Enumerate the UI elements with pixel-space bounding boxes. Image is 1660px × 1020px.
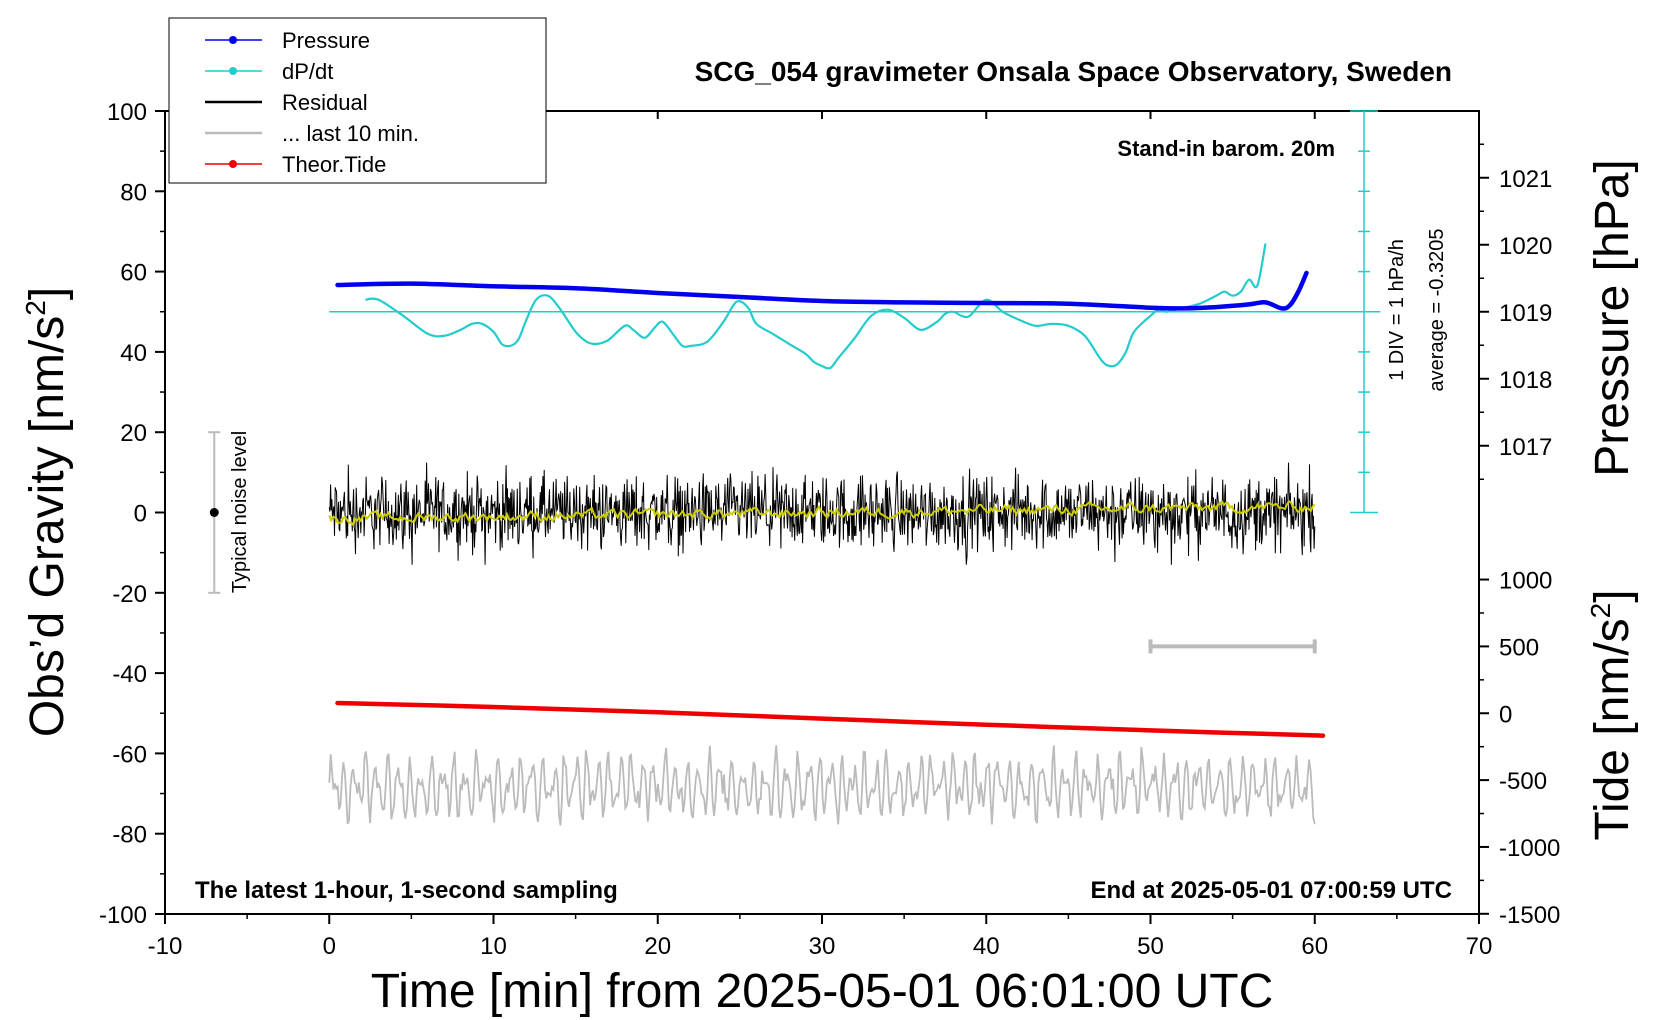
theor-tide-series	[335, 700, 1326, 738]
y-tick-label: 80	[120, 179, 147, 206]
legend-label: dP/dt	[282, 59, 333, 84]
legend-marker	[229, 160, 237, 168]
tide-tick-label: -500	[1499, 768, 1547, 795]
y-tick-label: 0	[134, 501, 147, 528]
legend-marker	[229, 36, 237, 44]
x-tick-label: 10	[480, 933, 507, 960]
tide-tick-label: -1000	[1499, 835, 1560, 862]
x-tick-label: 20	[644, 933, 671, 960]
residual-series	[328, 462, 1316, 565]
noise-bar-center	[209, 508, 219, 517]
footer-left-label: The latest 1-hour, 1-second sampling	[195, 877, 618, 904]
residual-smoothed-series	[328, 499, 1316, 527]
noise-level-label: Typical noise level	[229, 431, 251, 593]
x-tick-label: 30	[809, 933, 836, 960]
y-tick-label: -20	[112, 581, 147, 608]
tide-tick-label: -1500	[1499, 902, 1560, 929]
x-tick-label: 40	[973, 933, 1000, 960]
last-10-min-series	[328, 745, 1316, 826]
legend-marker	[229, 67, 237, 75]
y-tick-label: -100	[99, 902, 147, 929]
legend-box	[168, 17, 547, 184]
y-tick-label: -60	[112, 741, 147, 768]
dpdt-series	[365, 243, 1267, 370]
chart-title: SCG_054 gravimeter Onsala Space Observat…	[695, 56, 1452, 87]
y-tick-label: 40	[120, 340, 147, 367]
pressure-axis-title: Pressure [hPa]	[1586, 159, 1639, 476]
y-tick-label: 60	[120, 260, 147, 287]
x-tick-label: 60	[1301, 933, 1328, 960]
chart-subtitle: Stand-in barom. 20m	[1117, 136, 1335, 161]
x-axis-title: Time [min] from 2025-05-01 06:01:00 UTC	[371, 965, 1274, 1018]
x-tick-label: 0	[323, 933, 336, 960]
legend: Pressure dP/dt Residual ... last 10 min. The…	[168, 17, 547, 184]
legend-label: Pressure	[282, 28, 370, 53]
footer-right-label: End at 2025-05-01 07:00:59 UTC	[1091, 877, 1453, 904]
pressure-tick-label: 1019	[1499, 300, 1552, 327]
series-layer	[208, 110, 1381, 826]
y-tick-label: -80	[112, 822, 147, 849]
tide-tick-label: 0	[1499, 701, 1512, 728]
pressure-tick-label: 1018	[1499, 367, 1552, 394]
axis-ticks: -10 0 10 20 30 40 50 60 70100806040200-20-40-60-…	[99, 99, 1560, 960]
dpdt-average-label: average = -0.3205	[1426, 229, 1448, 392]
legend-label: Theor.Tide	[282, 152, 386, 177]
legend-entries: Pressure dP/dt Residual ... last 10 min. The…	[205, 28, 419, 177]
pressure-tick-label: 1021	[1499, 166, 1552, 193]
y-tick-label: 20	[120, 420, 147, 447]
dpdt-scale-label: 1 DIV = 1 hPa/h	[1386, 239, 1408, 381]
x-tick-label: 70	[1466, 933, 1493, 960]
pressure-tick-label: 1020	[1499, 233, 1552, 260]
tide-tick-label: 500	[1499, 634, 1539, 661]
pressure-tick-label: 1017	[1499, 434, 1552, 461]
y-axis-title: Obs’d Gravity [nm/s2]	[20, 287, 74, 737]
y-tick-label: -40	[112, 661, 147, 688]
tide-tick-label: 1000	[1499, 568, 1552, 595]
legend-label: ... last 10 min.	[282, 121, 419, 146]
tide-axis-title: Tide [nm/s2]	[1585, 589, 1639, 840]
pressure-series	[335, 270, 1309, 311]
y-tick-label: 100	[107, 99, 147, 126]
x-tick-label: 50	[1137, 933, 1164, 960]
legend-label: Residual	[282, 90, 368, 115]
x-tick-label: -10	[148, 933, 183, 960]
